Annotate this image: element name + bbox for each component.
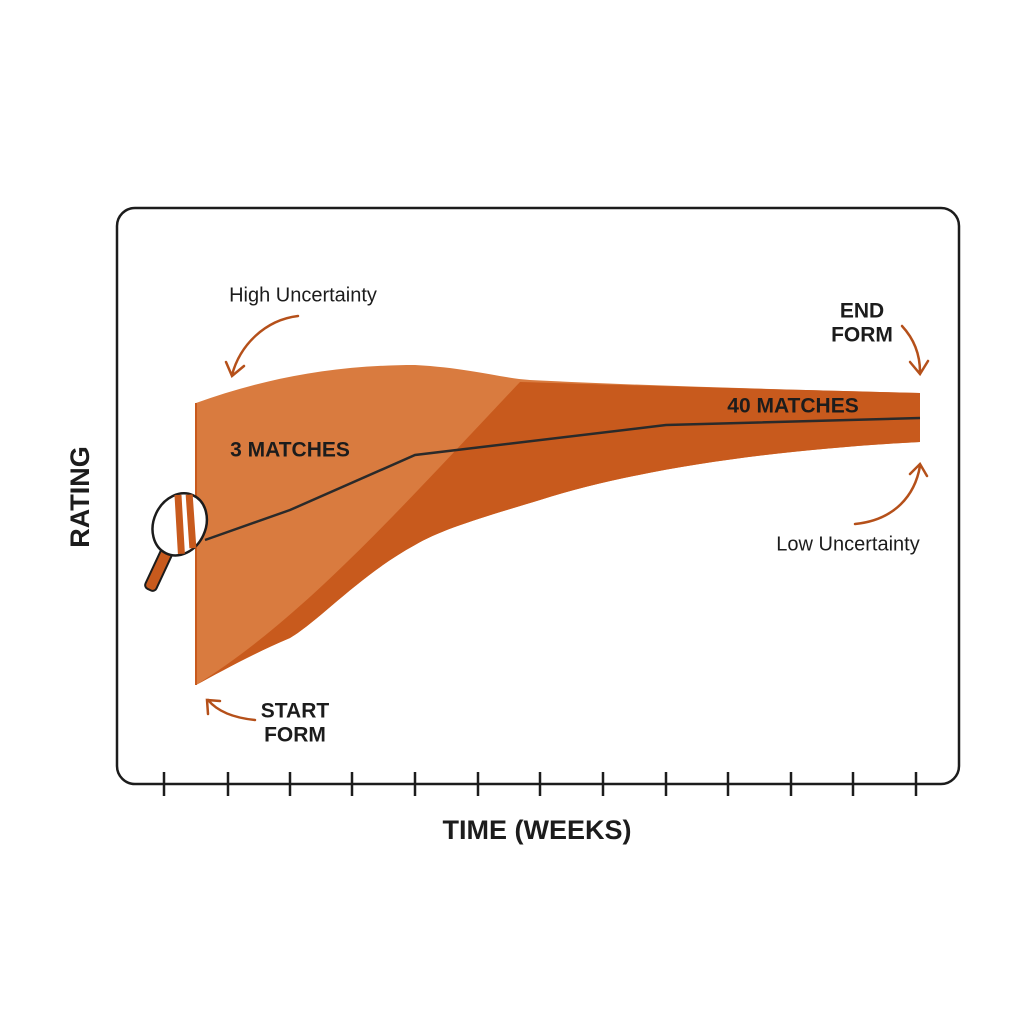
annotation: FORM xyxy=(831,324,893,347)
annotation: START xyxy=(261,700,330,723)
ticks xyxy=(162,772,918,796)
y-axis-label: RATING xyxy=(65,446,95,548)
narrow-band xyxy=(196,382,920,685)
annotation: High Uncertainty xyxy=(229,284,377,306)
arrow xyxy=(900,324,930,377)
annotation: Low Uncertainty xyxy=(776,533,919,555)
paddle-icon xyxy=(144,492,209,592)
arrow xyxy=(224,314,300,379)
annotation: FORM xyxy=(264,724,326,747)
annotation: 40 MATCHES xyxy=(727,395,858,418)
annotation: END xyxy=(840,300,884,323)
x-axis-label: TIME (WEEKS) xyxy=(443,815,632,845)
arrow xyxy=(205,698,257,722)
annotation: 3 MATCHES xyxy=(230,439,350,462)
arrow xyxy=(853,461,929,526)
rating-line xyxy=(204,416,921,542)
